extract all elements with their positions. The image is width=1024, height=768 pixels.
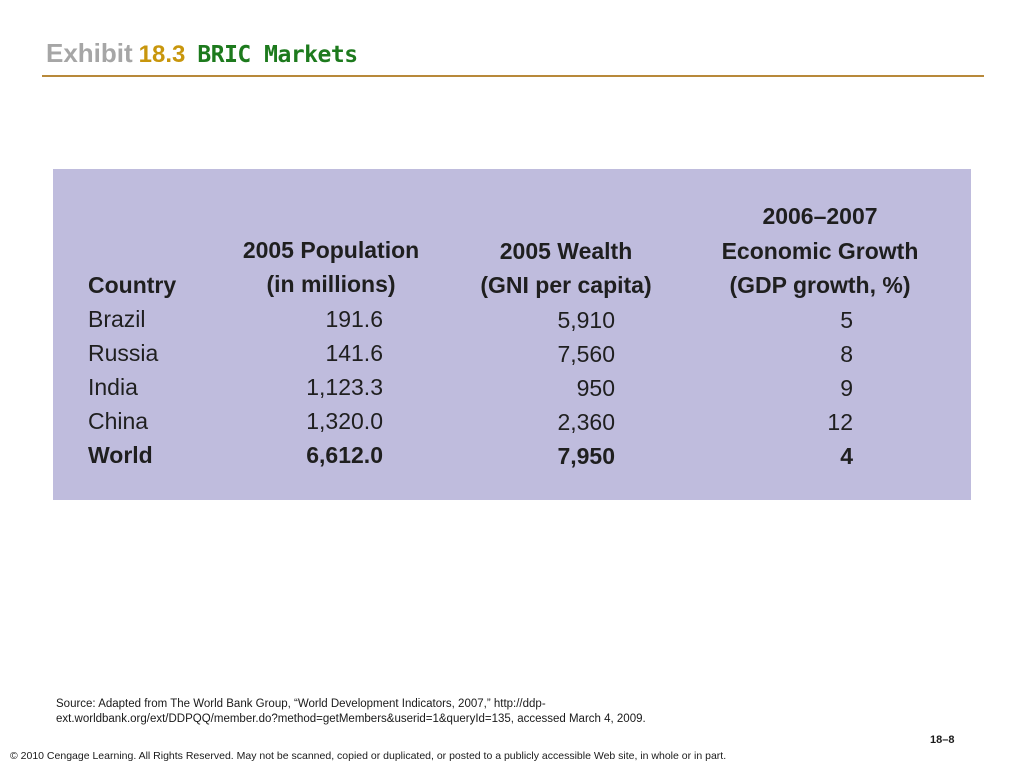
exhibit-name: BRIC Markets bbox=[197, 42, 358, 68]
header-growth-line2: Economic Growth bbox=[721, 238, 919, 264]
row-russia-growth: 8 bbox=[840, 341, 853, 367]
row-brazil-wealth: 5,910 bbox=[557, 307, 615, 333]
row-world-wealth: 7,950 bbox=[557, 443, 615, 469]
row-china-wealth: 2,360 bbox=[557, 409, 615, 435]
header-population-line2: (in millions) bbox=[266, 271, 396, 297]
row-brazil-country: Brazil bbox=[88, 306, 146, 332]
header-country: Country bbox=[88, 272, 177, 298]
row-china-country: China bbox=[88, 408, 149, 434]
row-brazil-growth: 5 bbox=[840, 307, 853, 333]
row-world-population: 6,612.0 bbox=[306, 442, 383, 468]
row-brazil-population: 191.6 bbox=[325, 306, 383, 332]
row-india-population: 1,123.3 bbox=[306, 374, 383, 400]
header-wealth-line2: (GNI per capita) bbox=[480, 272, 652, 298]
bric-markets-table: 2006–2007 2005 Population 2005 Wealth Ec… bbox=[53, 169, 971, 500]
exhibit-number: 18.3 bbox=[138, 41, 186, 68]
row-india-growth: 9 bbox=[840, 375, 853, 401]
row-world-growth: 4 bbox=[840, 443, 853, 469]
exhibit-label: Exhibit bbox=[46, 38, 133, 68]
row-india-wealth: 950 bbox=[576, 375, 615, 401]
header-growth-line3: (GDP growth, %) bbox=[729, 272, 911, 298]
row-russia-population: 141.6 bbox=[325, 340, 383, 366]
row-china-population: 1,320.0 bbox=[306, 408, 383, 434]
copyright-notice: © 2010 Cengage Learning. All Rights Rese… bbox=[10, 750, 727, 762]
page-number: 18–8 bbox=[930, 734, 955, 746]
row-world-country: World bbox=[88, 442, 153, 468]
source-note: Source: Adapted from The World Bank Grou… bbox=[56, 698, 646, 725]
header-growth-line1: 2006–2007 bbox=[762, 203, 878, 229]
title-divider bbox=[42, 75, 984, 77]
row-russia-country: Russia bbox=[88, 340, 159, 366]
row-russia-wealth: 7,560 bbox=[557, 341, 615, 367]
row-india-country: India bbox=[88, 374, 138, 400]
slide-title: Exhibit 18.3 BRIC Markets bbox=[46, 38, 358, 74]
header-wealth-line1: 2005 Wealth bbox=[499, 238, 633, 264]
row-china-growth: 12 bbox=[827, 409, 853, 435]
header-population-line1: 2005 Population bbox=[242, 237, 420, 263]
